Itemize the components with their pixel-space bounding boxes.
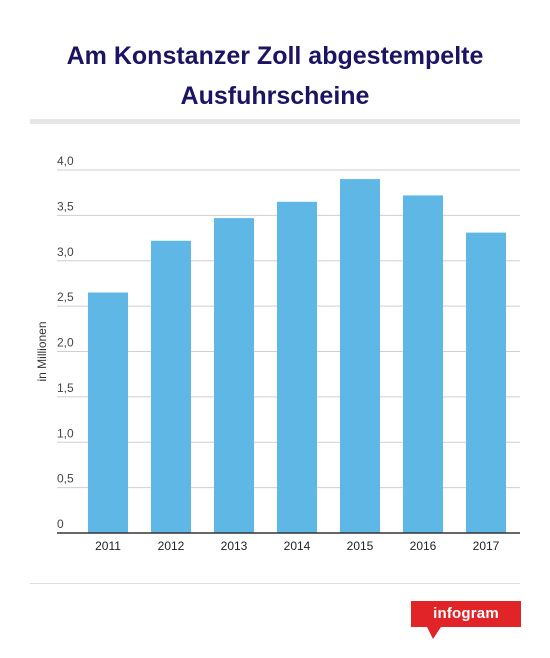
x-tick-label: 2016 — [410, 539, 437, 553]
x-tick-label: 2013 — [221, 539, 248, 553]
y-tick-label: 3,5 — [57, 199, 74, 213]
y-tick-label: 3,0 — [57, 245, 74, 259]
x-tick-label: 2015 — [347, 539, 374, 553]
x-tick-label: 2012 — [158, 539, 185, 553]
x-tick-label: 2014 — [284, 539, 311, 553]
bar-2014 — [277, 201, 317, 533]
bars — [88, 179, 506, 533]
bar-2012 — [151, 240, 191, 533]
x-tick-label: 2011 — [95, 539, 121, 553]
logo-badge-icon — [411, 601, 521, 639]
logo-text: infogram — [433, 605, 499, 622]
y-tick-label: 2,5 — [57, 290, 74, 304]
infogram-logo[interactable]: infogram — [411, 601, 521, 641]
bar-2017 — [466, 232, 506, 533]
y-axis-ticks: 0 0,5 1,0 1,5 2,0 2,5 3,0 3,5 4,0 — [57, 154, 74, 531]
y-tick-label: 2,0 — [57, 336, 74, 350]
title-divider — [30, 119, 520, 124]
x-axis-ticks: 2011 2012 2013 2014 2015 2016 2017 — [95, 539, 500, 553]
bar-2016 — [403, 195, 443, 533]
y-tick-label: 1,5 — [57, 381, 74, 395]
bar-2015 — [340, 179, 380, 533]
chart-title: Am Konstanzer Zoll abgestempelte Ausfuhr… — [66, 42, 484, 110]
y-axis-label: in Millionen — [35, 321, 49, 381]
bar-2011 — [88, 292, 128, 533]
bar-2013 — [214, 218, 254, 533]
x-tick-label: 2017 — [473, 539, 500, 553]
bar-chart: 00,51,01,52,02,53,03,54,0 2011 2012 2013 20… — [35, 154, 520, 553]
y-tick-label: 0,5 — [57, 472, 74, 486]
y-tick-label: 0 — [57, 517, 64, 531]
y-tick-label: 4,0 — [57, 154, 74, 168]
footer-divider — [30, 583, 520, 584]
y-tick-label: 1,0 — [57, 426, 74, 440]
